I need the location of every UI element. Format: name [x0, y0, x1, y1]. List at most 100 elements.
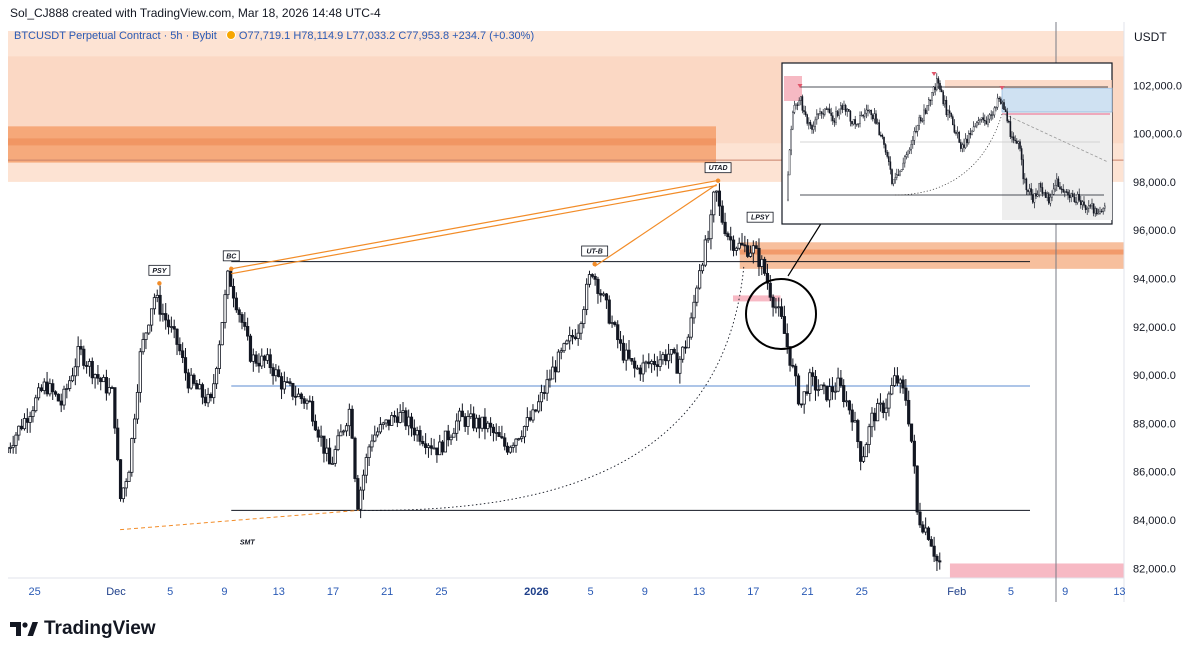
inset-candle-body — [915, 131, 917, 133]
candle-body — [686, 336, 690, 349]
inset-candle-body — [862, 114, 864, 117]
inset-candle-body — [1003, 102, 1005, 110]
candle-body — [48, 383, 52, 395]
inset-marker-icon — [797, 84, 803, 88]
candle-body — [209, 393, 213, 399]
price-tick-label: 92,000.0 — [1133, 322, 1176, 334]
inset-candle-body — [812, 126, 815, 130]
inset-candle-body — [878, 122, 880, 136]
candle-body — [39, 387, 44, 391]
rounding-top-arc[interactable] — [360, 266, 745, 511]
tradingview-logo[interactable]: TradingView — [10, 618, 156, 640]
time-tick-label: 13 — [273, 586, 285, 598]
inset-candle-body — [876, 122, 879, 124]
time-tick-label: 21 — [801, 586, 813, 598]
candle-body — [158, 294, 162, 315]
candle-body — [633, 360, 637, 369]
candle-body — [737, 242, 741, 249]
candle-body — [22, 418, 27, 430]
candle-body — [520, 436, 524, 440]
candle-body — [844, 400, 849, 403]
inset-candle-body — [1067, 191, 1069, 196]
inset-pointer-line — [787, 221, 823, 277]
inset-candle-body — [793, 105, 796, 113]
inset-candle-body — [1075, 201, 1077, 203]
orange-trendline-upper[interactable] — [231, 180, 717, 270]
inset-candle-body — [1051, 194, 1053, 198]
candle-body — [144, 332, 148, 340]
candle-body — [788, 346, 792, 366]
time-axis[interactable]: 25 Dec 5 9 13 17 21 25 2026 5 9 13 17 21 25 Feb 5 9 13 — [29, 586, 1126, 598]
orange-trendline-lower[interactable] — [231, 184, 717, 275]
candle-body — [415, 430, 419, 436]
candle-body — [601, 293, 606, 296]
annotation-utad[interactable]: UTAD — [704, 162, 732, 183]
inset-candle-body — [1036, 194, 1039, 197]
candle-body — [319, 435, 323, 438]
inset-blue-zone — [1001, 87, 1113, 113]
candle-body — [246, 326, 250, 337]
candle-body — [248, 335, 253, 362]
orange-trendline-utb[interactable] — [594, 183, 718, 267]
price-axis[interactable]: 82,000.0 84,000.0 86,000.0 88,000.0 90,000.0… — [1133, 80, 1182, 575]
candle-body — [28, 416, 32, 423]
candle-body — [610, 322, 614, 324]
inset-candle-body — [1014, 139, 1016, 142]
price-tick-label: 100,000.0 — [1133, 129, 1182, 141]
inset-candle-body — [904, 156, 906, 164]
time-tick-label: 5 — [1008, 586, 1014, 598]
candle-body — [407, 416, 411, 427]
candle-body — [62, 388, 66, 406]
legend-low: L77,033.2 — [346, 30, 396, 42]
legend-open: O77,719.1 — [238, 30, 291, 42]
inset-candle-body — [1035, 193, 1037, 197]
annotation-psy[interactable]: PSY — [148, 264, 171, 286]
candle-body — [864, 444, 868, 458]
inset-candle-body — [1078, 194, 1080, 201]
annotation-ut-b[interactable]: UT-B — [581, 245, 609, 267]
annotation-smt[interactable]: SMT — [240, 540, 256, 547]
candle-body — [381, 422, 385, 426]
inset-candle-body — [889, 161, 892, 170]
candle-body — [692, 301, 696, 319]
candle-body — [912, 440, 916, 467]
annotation-lpsy[interactable]: LPSY — [746, 211, 774, 223]
candle-body — [350, 408, 354, 439]
candle-body — [265, 354, 270, 361]
symbol-legend[interactable]: BTCUSDT Perpetual Contract · 5h · Bybit … — [14, 30, 534, 42]
candle-body — [613, 322, 617, 326]
candle-body — [161, 313, 165, 315]
candle-body — [344, 425, 349, 432]
candle-body — [791, 364, 795, 367]
candle-body — [511, 444, 515, 448]
inset-candle-body — [1023, 178, 1026, 180]
currency-label[interactable]: USDT — [1134, 30, 1167, 44]
candle-body — [327, 447, 332, 465]
inset-candle-body — [819, 111, 821, 114]
candle-body — [924, 527, 928, 533]
inset-candle-body — [942, 91, 944, 105]
candle-body — [231, 285, 236, 299]
candle-body — [926, 527, 931, 540]
candle-body — [333, 449, 337, 464]
inset-candle-body — [865, 109, 868, 114]
inset-candle-body — [940, 89, 943, 93]
inset-candle-body — [905, 154, 908, 158]
inset-candle-body — [867, 109, 869, 112]
smt-dashed-line[interactable] — [120, 509, 359, 531]
annotation-bc[interactable]: BC — [222, 250, 240, 272]
candle-body — [873, 412, 877, 422]
candle-body — [596, 278, 600, 294]
candle-body — [819, 384, 823, 391]
inset-candle-body — [945, 100, 948, 116]
highlight-circle[interactable] — [745, 278, 817, 350]
candle-body — [472, 413, 476, 429]
inset-candle-body — [1097, 213, 1100, 215]
tradingview-logo-text: TradingView — [44, 618, 156, 639]
inset-candle-body — [1030, 188, 1032, 195]
candle-body — [432, 447, 436, 450]
inset-candle-body — [990, 114, 992, 116]
candle-body — [545, 379, 549, 394]
candle-body — [189, 374, 193, 389]
candle-body — [861, 456, 866, 462]
